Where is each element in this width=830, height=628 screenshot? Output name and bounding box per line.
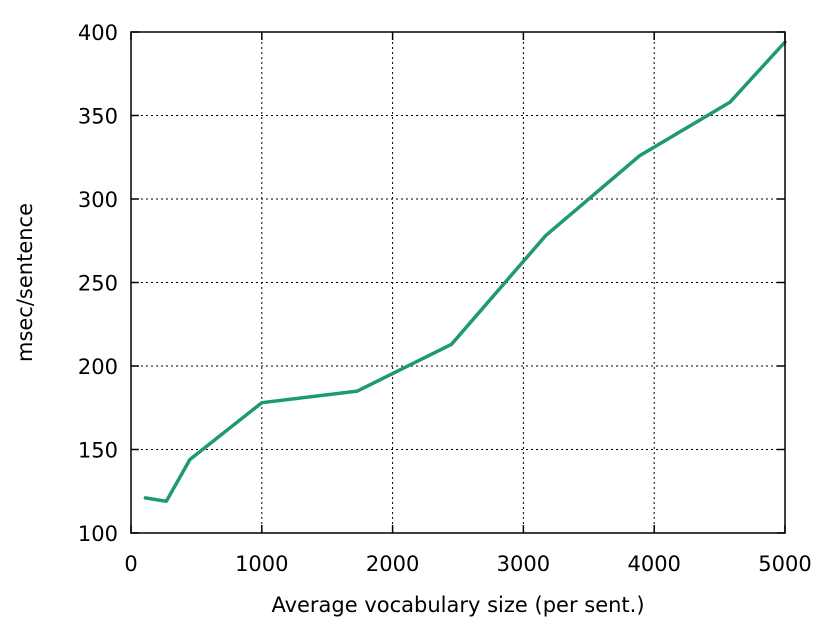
y-tick-label: 100 (78, 522, 118, 546)
series-line (143, 40, 787, 504)
grid (131, 32, 785, 533)
x-tick-label: 4000 (627, 552, 680, 576)
x-tick-label: 1000 (235, 552, 288, 576)
x-tick-label: 2000 (366, 552, 419, 576)
x-axis-title: Average vocabulary size (per sent.) (271, 593, 644, 617)
y-axis-title: msec/sentence (13, 203, 37, 362)
y-tick-label: 150 (78, 439, 118, 463)
ticks: 0 1000 2000 3000 4000 5000 100 150 200 250 300 350 4… (78, 21, 812, 576)
x-tick-label: 3000 (497, 552, 550, 576)
y-tick-label: 400 (78, 21, 118, 45)
y-tick-label: 200 (78, 355, 118, 379)
series-layer (143, 40, 787, 504)
y-tick-label: 250 (78, 272, 118, 296)
plot-frame (130, 31, 786, 534)
x-tick-label: 5000 (758, 552, 811, 576)
y-tick-label: 350 (78, 105, 118, 129)
y-tick-label: 300 (78, 188, 118, 212)
x-tick-label: 0 (124, 552, 137, 576)
